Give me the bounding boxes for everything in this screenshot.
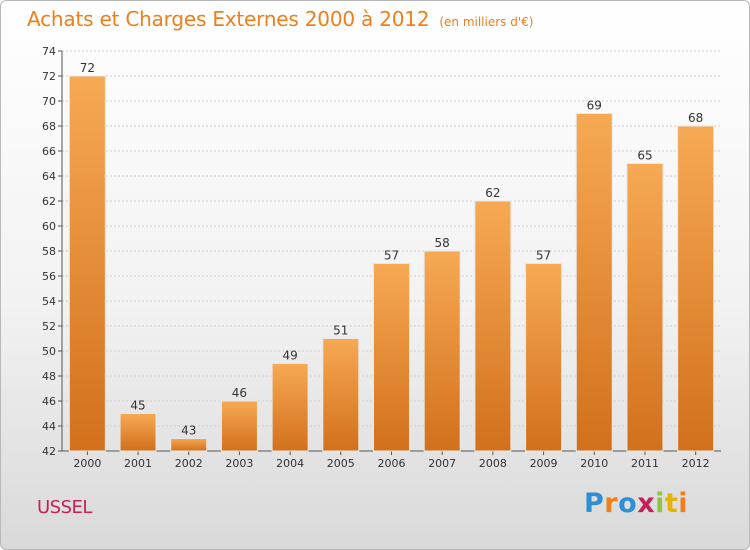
data-label: 62	[485, 186, 500, 200]
data-label: 68	[688, 111, 703, 125]
y-tick-label: 46	[42, 395, 56, 408]
logo-letter: r	[604, 488, 619, 519]
bar-2005	[322, 338, 360, 452]
data-label: 51	[333, 324, 348, 338]
x-tick-labels: 2000 2001 2002 2003 2004 2005 2006 2007 2008 2009…	[73, 457, 709, 470]
title-row: Achats et Charges Externes 2000 à 2012 (e…	[27, 7, 533, 31]
y-tick-label: 52	[42, 320, 56, 333]
logo-letter: i	[655, 488, 665, 519]
proxiti-logo[interactable]: Proxiti	[584, 488, 688, 519]
y-tick-label: 50	[42, 345, 56, 358]
x-tick-label: 2005	[327, 457, 355, 470]
bar-2002	[170, 438, 208, 452]
y-tick-label: 54	[42, 295, 56, 308]
chart-unit: (en milliers d'€)	[439, 15, 534, 29]
x-tick-label: 2002	[175, 457, 203, 470]
bar-2004	[271, 363, 309, 452]
y-tick-label: 44	[42, 420, 56, 433]
logo-letter: o	[618, 488, 638, 519]
data-label: 69	[587, 99, 602, 113]
data-label: 65	[637, 149, 652, 163]
bar-2011	[626, 163, 664, 452]
x-tick-label: 2009	[530, 457, 558, 470]
y-tick-label: 70	[42, 95, 56, 108]
x-tick-label: 2010	[580, 457, 608, 470]
bar-2001	[119, 413, 157, 452]
logo-letter: P	[584, 488, 605, 519]
logo-letter: t	[664, 488, 679, 519]
x-tick-label: 2001	[124, 457, 152, 470]
data-label: 57	[536, 249, 551, 263]
x-tick-label: 2011	[631, 457, 659, 470]
bar-2008	[474, 200, 512, 452]
x-tick-label: 2006	[378, 457, 406, 470]
data-label: 72	[80, 61, 95, 75]
x-tick-label: 2003	[225, 457, 253, 470]
bar-2010	[575, 113, 613, 452]
y-tick-label: 74	[42, 45, 56, 58]
x-tick-label: 2004	[276, 457, 304, 470]
bars	[68, 75, 715, 452]
y-tick-labels: 42 44 46 48 50 52 54 56 58 60 62 64 66 68 70 72 74	[42, 45, 56, 458]
bar-2006	[373, 263, 410, 452]
logo-letter: x	[637, 488, 656, 519]
y-tick-label: 60	[42, 220, 56, 233]
y-tick-label: 42	[42, 445, 56, 458]
commune-name: USSEL	[37, 497, 92, 518]
x-tick-label: 2008	[479, 457, 507, 470]
y-tick-label: 72	[42, 70, 56, 83]
x-tick-label: 2007	[428, 457, 456, 470]
y-tick-label: 58	[42, 245, 56, 258]
bar-2000	[68, 75, 106, 452]
y-tick-label: 48	[42, 370, 56, 383]
chart-title: Achats et Charges Externes 2000 à 2012	[27, 7, 430, 31]
data-label: 58	[435, 236, 450, 250]
logo-letter: i	[678, 488, 689, 519]
data-label: 43	[181, 424, 196, 438]
y-tick-label: 64	[42, 170, 56, 183]
x-tick-label: 2000	[73, 457, 101, 470]
data-labels: 72 45 43 46 49 51 57 58 62 57 69 65 68	[80, 61, 704, 438]
y-tick-label: 56	[42, 270, 56, 283]
bar-2007	[423, 250, 461, 452]
x-tick-label: 2012	[682, 457, 710, 470]
y-tick-label: 66	[42, 145, 56, 158]
y-tick-label: 68	[42, 120, 56, 133]
bar-2009	[525, 263, 563, 452]
bar-2012	[677, 125, 715, 452]
data-label: 45	[130, 399, 145, 413]
data-label: 49	[282, 349, 297, 363]
y-tick-label: 62	[42, 195, 56, 208]
data-label: 57	[384, 249, 399, 263]
bar-2003	[220, 400, 258, 452]
data-label: 46	[232, 386, 247, 400]
